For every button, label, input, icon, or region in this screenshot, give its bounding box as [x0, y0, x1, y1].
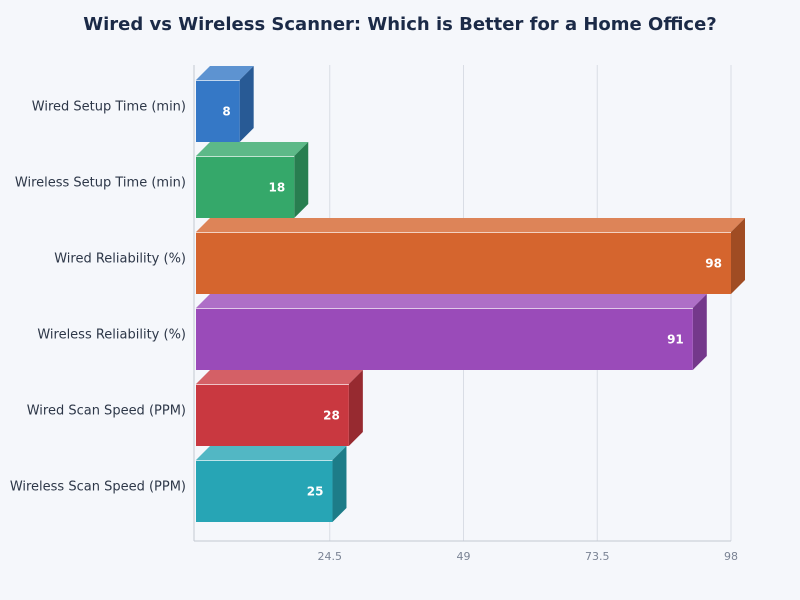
bar-top-face [196, 294, 707, 308]
bar-side-face [294, 142, 309, 218]
bar-side-face [731, 218, 745, 294]
chart-title: Wired vs Wireless Scanner: Which is Bett… [83, 14, 717, 35]
x-axis-ticks: 24.5 49 73.5 98 [318, 550, 739, 563]
x-tick-label: 49 [457, 550, 471, 563]
bar[interactable]: 98 [196, 218, 745, 294]
bar[interactable]: 91 [196, 294, 707, 370]
bar[interactable]: 18 [196, 142, 309, 218]
bar-value-label: 98 [705, 257, 722, 271]
x-tick-label: 73.5 [585, 550, 610, 563]
category-label: Wired Reliability (%) [54, 252, 186, 267]
category-label: Wireless Reliability (%) [37, 328, 186, 343]
bar-front-face [196, 460, 333, 522]
bar-value-label: 8 [222, 105, 230, 119]
bars: 8 18 98 91 28 25 [196, 66, 745, 522]
bar[interactable]: 25 [196, 446, 347, 522]
x-tick-label: 98 [724, 550, 738, 563]
category-label: Wireless Scan Speed (PPM) [10, 480, 186, 495]
bar-side-face [348, 370, 363, 446]
bar-top-face [196, 218, 745, 232]
bar-front-face [196, 384, 349, 446]
category-label: Wired Setup Time (min) [32, 100, 186, 115]
bar-top-face [196, 446, 347, 460]
bar-value-label: 25 [307, 485, 324, 499]
bar-side-face [332, 446, 347, 522]
bar-value-label: 28 [323, 409, 340, 423]
category-label: Wired Scan Speed (PPM) [27, 404, 186, 419]
category-label: Wireless Setup Time (min) [15, 176, 186, 191]
bar-value-label: 91 [667, 333, 684, 347]
bar-side-face [692, 294, 707, 370]
x-tick-label: 24.5 [318, 550, 343, 563]
bar-front-face [196, 156, 295, 218]
bar-top-face [196, 66, 254, 80]
bar-side-face [239, 66, 254, 142]
bar-top-face [196, 370, 363, 384]
bar-front-face [196, 80, 240, 142]
bar-front-face [196, 308, 693, 370]
bar[interactable]: 28 [196, 370, 363, 446]
bar[interactable]: 8 [196, 66, 254, 142]
bar-top-face [196, 142, 309, 156]
bar-front-face [196, 232, 731, 294]
bar-value-label: 18 [269, 181, 286, 195]
